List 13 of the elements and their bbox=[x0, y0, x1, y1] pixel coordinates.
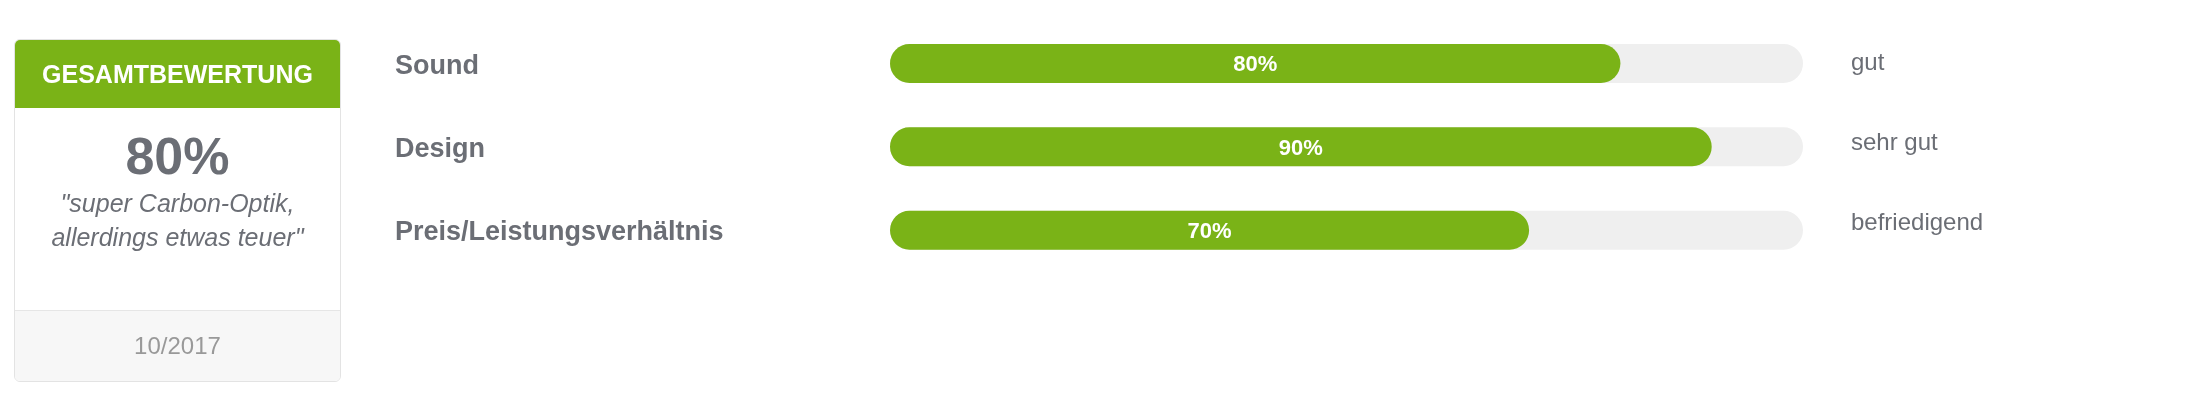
data-label: 80% bbox=[1233, 51, 1278, 77]
y-tick-label: Sound bbox=[395, 49, 479, 80]
text: 10/2017 bbox=[15, 310, 340, 381]
text: 80% bbox=[124, 126, 231, 186]
y-tick-label: Design bbox=[395, 133, 486, 163]
text: GESAMTBEWERTUNG bbox=[15, 40, 340, 108]
text: befriedigend bbox=[1851, 207, 1984, 237]
text: gut bbox=[1851, 47, 1885, 77]
data-label: 90% bbox=[1278, 134, 1323, 160]
y-tick-label: Preis/Leistungsverhältnis bbox=[395, 216, 724, 247]
data-label: 70% bbox=[1187, 217, 1232, 243]
text: sehr gut bbox=[1851, 127, 1938, 157]
text: "super Carbon-Optik, allerdings etwas teuer" bbox=[50, 188, 306, 253]
